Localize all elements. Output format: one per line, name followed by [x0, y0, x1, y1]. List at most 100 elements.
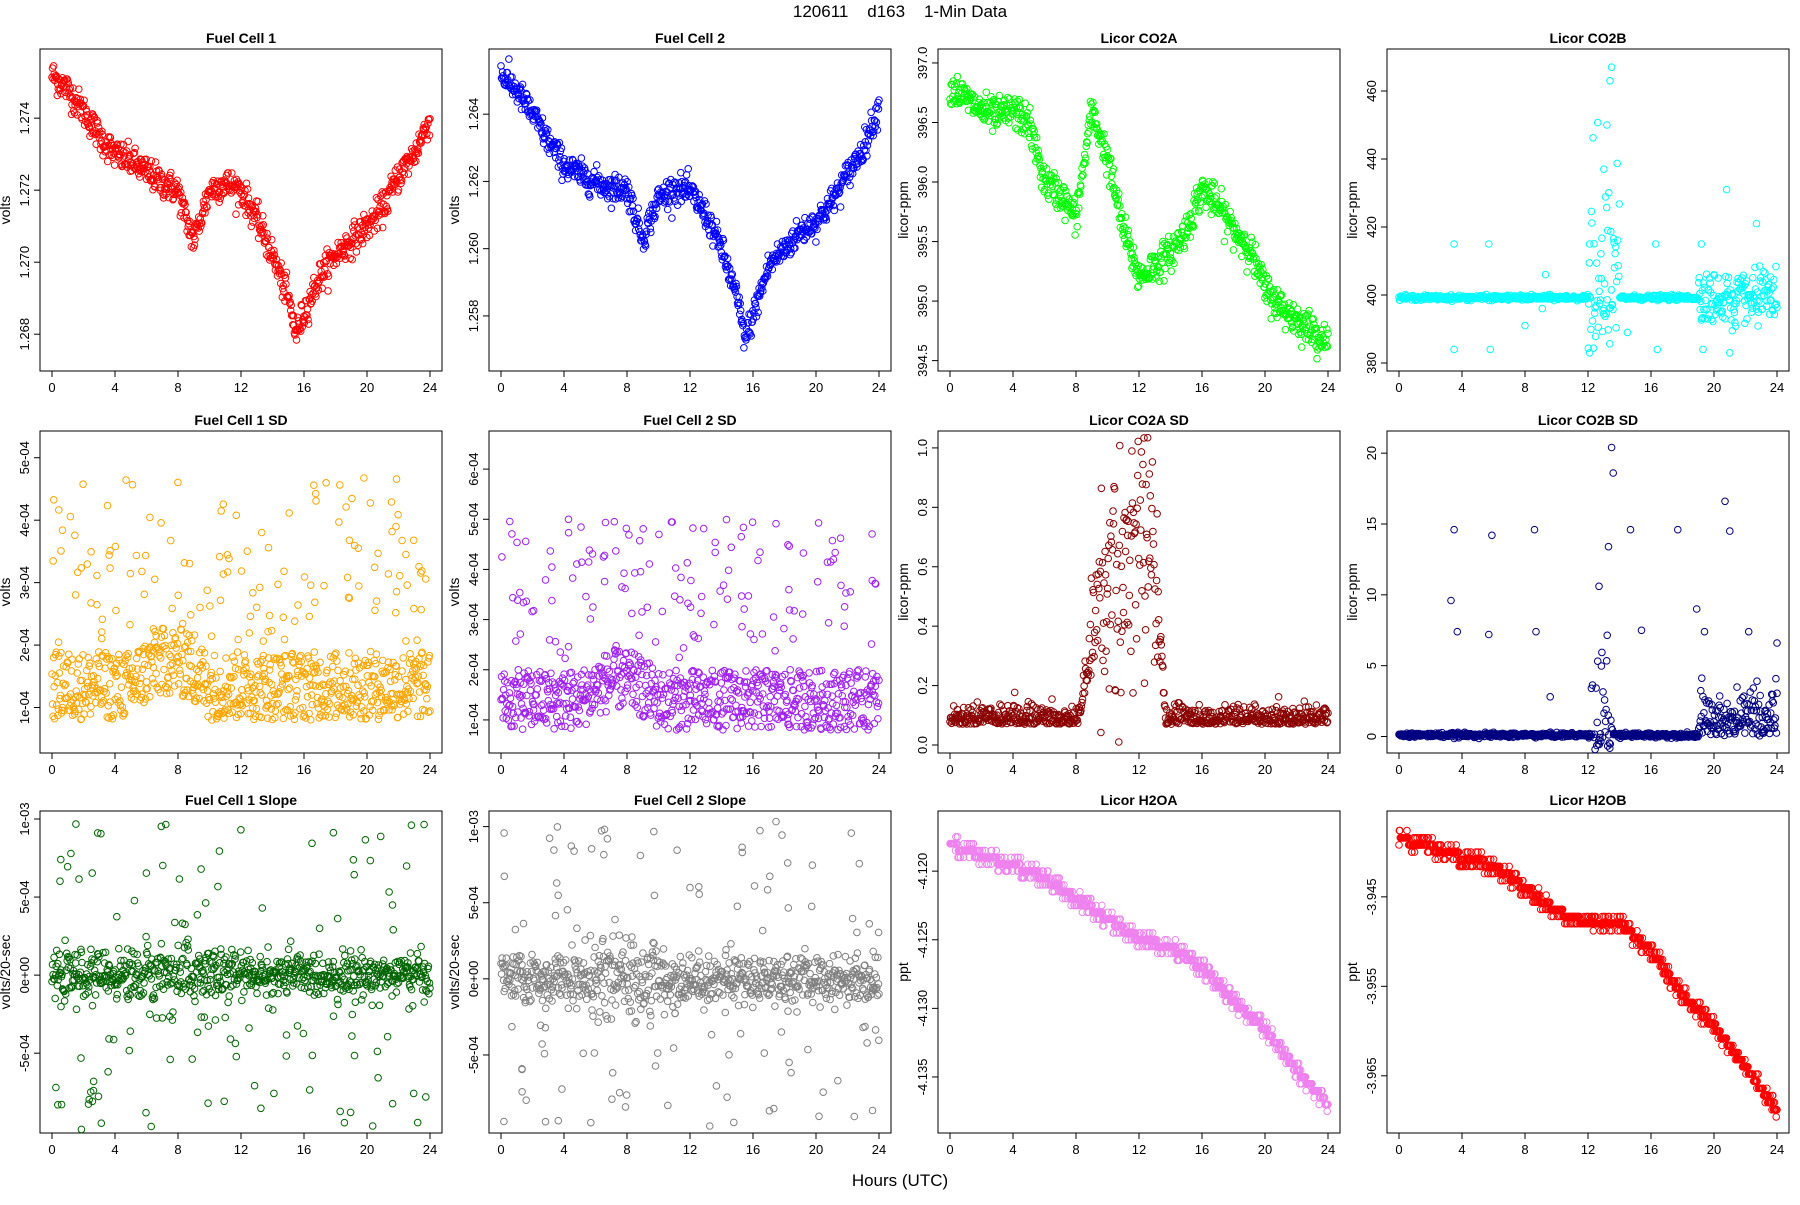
data-point [1722, 316, 1729, 323]
data-points [1396, 64, 1781, 356]
data-point [376, 712, 383, 719]
data-point [1652, 241, 1659, 248]
data-point [611, 518, 618, 525]
y-axis-label: volts [446, 578, 462, 607]
data-point [602, 519, 609, 526]
y-tick-label: 1.270 [17, 246, 32, 279]
y-tick-label: 3e-04 [17, 566, 32, 599]
data-point [1011, 689, 1018, 696]
data-point [587, 616, 594, 623]
data-point [281, 708, 288, 715]
data-point [208, 633, 215, 640]
data-point [325, 288, 332, 295]
data-point [698, 593, 705, 600]
data-point [649, 665, 656, 672]
data-point [418, 606, 425, 613]
data-point [593, 162, 600, 169]
data-point [1614, 160, 1621, 167]
data-point [177, 671, 184, 678]
x-tick-label: 24 [423, 380, 437, 395]
x-tick-label: 0 [497, 762, 504, 777]
y-tick-label: 6e-04 [466, 452, 481, 485]
y-tick-label: 4e-04 [466, 553, 481, 586]
data-point [712, 549, 719, 556]
data-point [105, 703, 112, 710]
data-point [989, 128, 996, 135]
data-point [373, 651, 380, 658]
data-point [868, 641, 875, 648]
y-tick-label: 0.8 [915, 498, 930, 516]
data-point [841, 623, 848, 630]
data-point [1588, 326, 1595, 333]
data-point [549, 597, 556, 604]
x-tick-label: 4 [560, 380, 567, 395]
data-point [1616, 201, 1623, 208]
data-point [1608, 287, 1615, 294]
x-tick-label: 20 [809, 762, 823, 777]
data-point [626, 532, 633, 539]
x-tick-label: 12 [234, 762, 248, 777]
x-tick-label: 24 [872, 762, 886, 777]
data-point [749, 519, 756, 526]
data-point [175, 592, 182, 599]
data-point [104, 502, 111, 509]
x-tick-label: 4 [111, 762, 118, 777]
data-point [207, 603, 214, 610]
x-tick-label: 16 [297, 762, 311, 777]
y-tick-label: 395.0 [915, 285, 930, 318]
data-point [169, 605, 176, 612]
data-point [336, 519, 343, 526]
y-tick-label: 1.274 [17, 102, 32, 135]
data-point [623, 525, 630, 532]
data-point [759, 631, 766, 638]
data-point [244, 548, 251, 555]
data-point [158, 520, 165, 527]
data-point [1595, 324, 1602, 331]
data-point [678, 707, 685, 714]
data-point [344, 574, 351, 581]
data-point [1729, 327, 1736, 334]
data-point [815, 520, 822, 527]
data-point [151, 576, 158, 583]
data-point [98, 635, 105, 642]
data-point [725, 567, 732, 574]
data-point [1314, 355, 1321, 362]
data-point [772, 648, 779, 655]
data-point [1773, 263, 1780, 270]
data-point [747, 699, 754, 706]
data-point [728, 544, 735, 551]
data-point [392, 609, 399, 616]
data-point [791, 608, 798, 615]
data-point [795, 714, 802, 721]
data-point [590, 604, 597, 611]
data-point [785, 542, 792, 549]
data-point [843, 590, 850, 597]
data-point [690, 707, 697, 714]
data-point [129, 481, 136, 488]
data-point [184, 631, 191, 638]
data-point [509, 531, 516, 538]
data-point [112, 543, 119, 550]
data-point [1608, 64, 1615, 71]
data-point [1586, 350, 1593, 357]
data-point [220, 501, 227, 508]
data-point [301, 574, 308, 581]
data-point [179, 620, 186, 627]
data-point [337, 482, 344, 489]
data-point [630, 691, 637, 698]
data-point [690, 632, 697, 639]
data-point [758, 723, 765, 730]
data-point [286, 510, 293, 517]
data-point [829, 537, 836, 544]
data-point [304, 694, 311, 701]
data-point [1603, 204, 1610, 211]
data-point [127, 621, 134, 628]
data-point [414, 637, 421, 644]
y-axis-label: volts [0, 196, 13, 225]
data-point [683, 172, 690, 179]
data-point [565, 643, 572, 650]
data-point [1239, 253, 1246, 260]
data-point [403, 638, 410, 645]
y-tick-label: 0.2 [915, 677, 930, 695]
